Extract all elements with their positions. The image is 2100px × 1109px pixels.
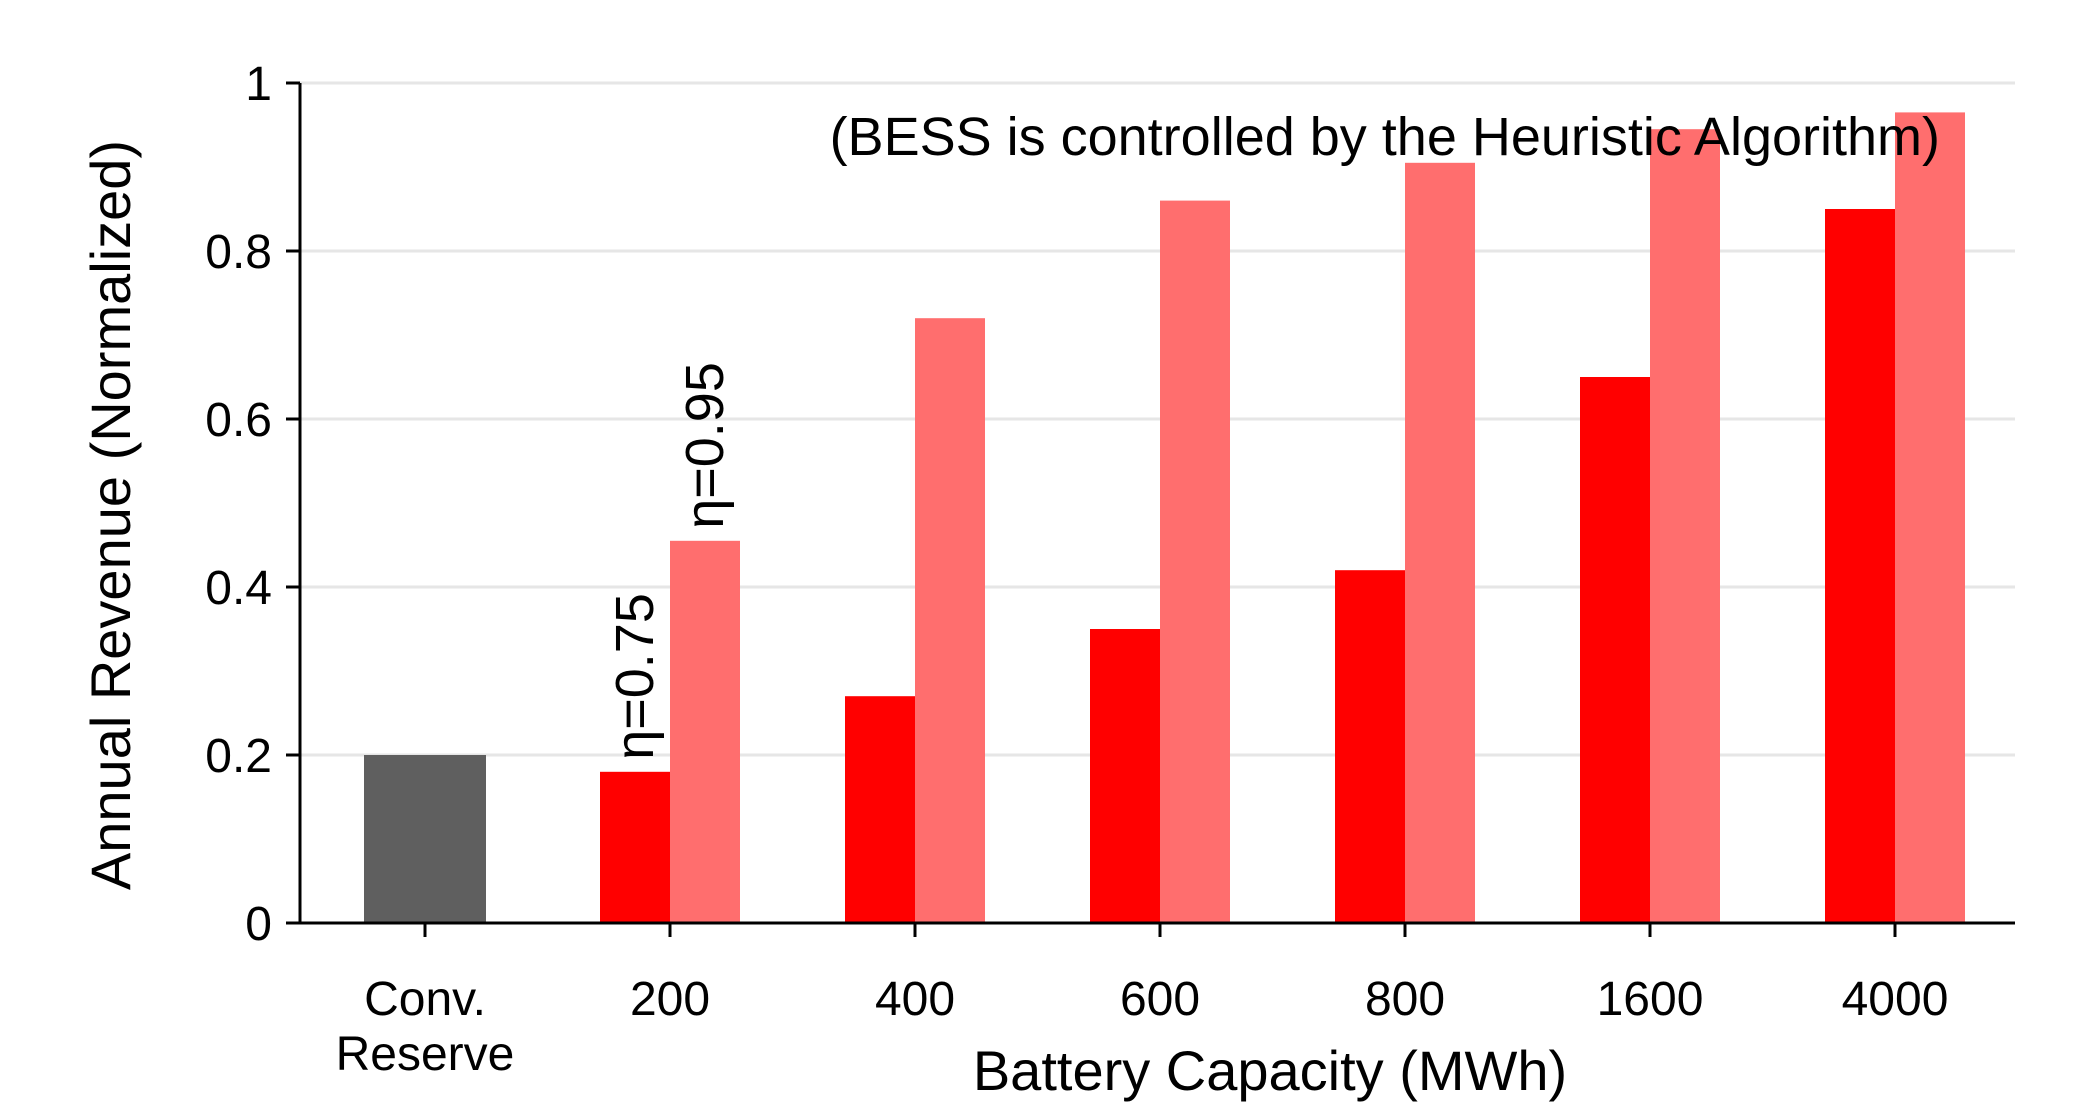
series-labels: η=0.75 η=0.95 [605, 362, 735, 760]
y-tick-label: 0.4 [205, 562, 272, 615]
axes [286, 81, 2015, 937]
bar [600, 771, 670, 923]
bar [1650, 129, 1720, 923]
bar [1405, 162, 1475, 924]
y-tick-label: 1 [245, 58, 272, 111]
x-tick-label: 400 [875, 973, 955, 1026]
bar [1580, 377, 1650, 923]
bar-conventional-reserve [364, 755, 486, 923]
bar [1160, 200, 1230, 924]
x-axis-label: Battery Capacity (MWh) [973, 1039, 1567, 1102]
y-tick-label: 0.6 [205, 394, 272, 447]
y-tick-label: 0.8 [205, 226, 272, 279]
x-tick-label: 1600 [1597, 973, 1704, 1026]
bar [1895, 112, 1965, 923]
x-tick-label: 600 [1120, 973, 1200, 1026]
y-axis-label: Annual Revenue (Normalized) [79, 140, 142, 890]
bar [1825, 209, 1895, 923]
tick-labels: 0 0.2 0.4 0.6 0.8 1 Conv. Reserve 200 400 600 800 16… [205, 58, 1948, 1081]
y-tick-label: 0 [245, 898, 272, 951]
bar [1090, 629, 1160, 923]
x-tick-label: 800 [1365, 973, 1445, 1026]
series-label: η=0.75 [605, 593, 665, 760]
y-tick-label: 0.2 [205, 730, 272, 783]
bars [364, 112, 1965, 924]
bar [1335, 570, 1405, 923]
x-tick-label: Conv. Reserve [336, 973, 515, 1081]
bar [845, 696, 915, 923]
bar [670, 540, 740, 923]
x-tick-label: 200 [630, 973, 710, 1026]
x-tick-label: 4000 [1842, 973, 1949, 1026]
chart-annotation: (BESS is controlled by the Heuristic Alg… [830, 107, 1940, 167]
series-label: η=0.95 [675, 362, 735, 529]
grid-lines [300, 81, 2015, 757]
bar [915, 318, 985, 923]
